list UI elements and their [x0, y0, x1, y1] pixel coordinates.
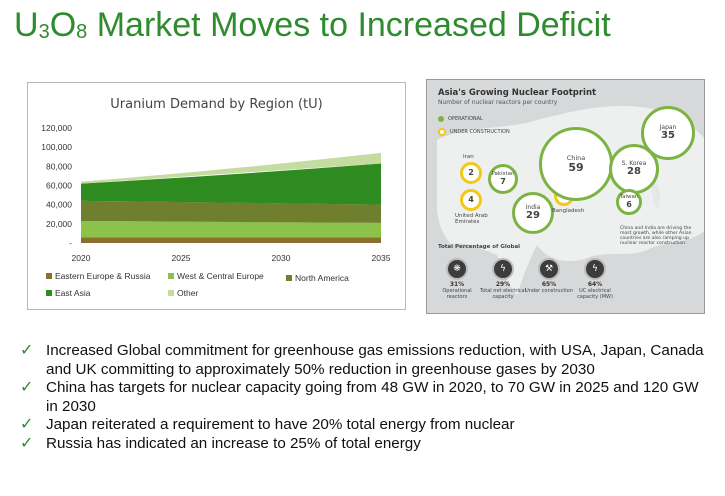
- legend-operational: OPERATIONAL: [438, 116, 483, 122]
- y-tick-label: 60,000: [46, 181, 72, 191]
- legend-swatch: [168, 290, 174, 296]
- reactor-icon: ❋: [446, 258, 468, 280]
- x-tick-label: 2030: [272, 253, 291, 263]
- bubble-india: India 29: [512, 192, 554, 234]
- y-tick-label: 40,000: [46, 200, 72, 210]
- legend-label: Eastern Europe & Russia: [55, 271, 151, 281]
- lightning-icon: ϟ: [584, 258, 606, 280]
- y-tick-label: 80,000: [46, 161, 72, 171]
- bullet-item: ✓ Japan reiterated a requirement to have …: [20, 416, 515, 434]
- bullet-item: ✓ Russia has indicated an increase to 25%…: [20, 434, 421, 452]
- bubble-pakistan: Pakistan 7: [488, 164, 518, 194]
- x-tick-label: 2035: [372, 253, 391, 263]
- legend-label: North America: [295, 273, 349, 283]
- bubble-taiwan: Taiwan 6: [616, 189, 642, 215]
- bubble-iran: 2: [460, 162, 482, 184]
- legend-label: Other: [177, 288, 198, 298]
- label-bangladesh: Bangladesh: [552, 208, 585, 214]
- legend-swatch: [46, 273, 52, 279]
- area-west-central-europe: [81, 220, 381, 238]
- lightning-icon: ϟ: [492, 258, 514, 280]
- slide-title: U3O8 Market Moves to Increased Deficit: [14, 6, 611, 44]
- map-note: China and India are driving the most gro…: [620, 226, 692, 247]
- bubble-china: China 59: [539, 127, 613, 201]
- map-title: Asia's Growing Nuclear Footprint: [438, 88, 597, 98]
- asia-nuclear-map: Asia's Growing Nuclear Footprint Number …: [426, 79, 705, 314]
- x-tick-label: 2025: [172, 253, 191, 263]
- uranium-demand-chart: Uranium Demand by Region (tU) 120,000 100…: [27, 82, 406, 310]
- stat-uc-capacity: ϟ 64% UC electrical capacity (MW): [571, 258, 619, 300]
- total-percentage-label: Total Percentage of Global: [438, 244, 521, 250]
- stat-construction: ⚒ 65% Under construction: [525, 258, 573, 295]
- legend-label: West & Central Europe: [177, 271, 264, 281]
- label-uae: United Arab Emirates: [455, 213, 488, 226]
- bullet-list: ✓ Increased Global commitment for greenho…: [20, 342, 710, 454]
- construction-icon: ⚒: [538, 258, 560, 280]
- checkmark-icon: ✓: [20, 379, 34, 397]
- construction-dot-icon: [438, 128, 446, 136]
- legend-construction: UNDER CONSTRUCTION: [438, 128, 510, 136]
- bubble-japan: Japan 35: [641, 106, 695, 160]
- chart-canvas: 120,000100,00080,00060,00040,00020,000-2…: [41, 123, 391, 298]
- y-tick-label: 20,000: [46, 219, 72, 229]
- legend-label: East Asia: [55, 288, 91, 298]
- legend-swatch: [286, 275, 292, 281]
- legend-swatch: [168, 273, 174, 279]
- checkmark-icon: ✓: [20, 416, 34, 434]
- y-tick-label: 120,000: [41, 123, 72, 133]
- y-tick-label: 100,000: [41, 142, 72, 152]
- x-tick-label: 2020: [72, 253, 91, 263]
- map-subtitle: Number of nuclear reactors per country: [438, 99, 558, 106]
- bubble-uae: 4: [460, 189, 482, 211]
- checkmark-icon: ✓: [20, 342, 34, 359]
- area-east-asia: [81, 163, 381, 205]
- chart-title: Uranium Demand by Region (tU): [110, 97, 323, 112]
- area-north-america: [81, 200, 381, 223]
- y-tick-label: -: [69, 238, 72, 248]
- area-other: [81, 152, 381, 184]
- bullet-item: ✓ China has targets for nuclear capacity …: [20, 379, 699, 415]
- label-iran: Iran: [463, 154, 474, 160]
- legend-swatch: [46, 290, 52, 296]
- stat-operational: ❋ 31% Operational reactors: [433, 258, 481, 300]
- checkmark-icon: ✓: [20, 434, 34, 452]
- stat-capacity: ϟ 29% Total net electrical capacity: [479, 258, 527, 300]
- bullet-item: ✓ Increased Global commitment for greenho…: [20, 342, 704, 378]
- area-eastern-europe-russia: [81, 237, 381, 243]
- operational-dot-icon: [438, 116, 444, 122]
